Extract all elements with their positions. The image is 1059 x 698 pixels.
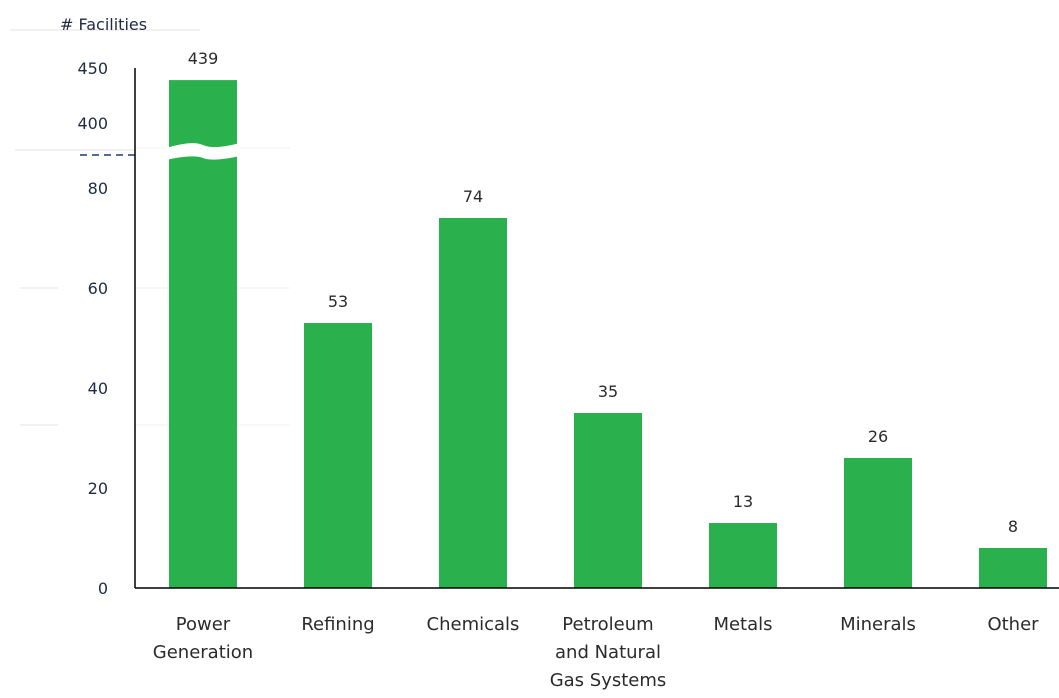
y-tick-label: 60 <box>88 279 108 298</box>
category-labels: Power Generation Refining Chemicals Petroleu… <box>153 614 1039 691</box>
category-label: Refining <box>301 614 374 635</box>
category-label: Power Generation <box>153 614 253 663</box>
bar <box>979 548 1047 588</box>
axis-break-marks <box>80 143 240 160</box>
y-tick-label: 40 <box>88 379 108 398</box>
bar-break-gap <box>166 143 240 160</box>
bar <box>709 523 777 588</box>
y-axis-ticks: 0 20 40 60 80 400 450 <box>77 59 108 598</box>
data-label: 35 <box>598 382 618 401</box>
bar <box>304 323 372 588</box>
y-axis-label: # Facilities <box>60 15 147 34</box>
data-label: 13 <box>733 492 753 511</box>
y-tick-label: 20 <box>88 479 108 498</box>
data-label: 74 <box>463 187 483 206</box>
bars <box>169 80 1047 588</box>
faint-guide-lines <box>10 29 290 426</box>
data-label: 8 <box>1008 517 1018 536</box>
y-tick-label: 450 <box>77 59 108 78</box>
y-tick-label: 80 <box>88 179 108 198</box>
y-tick-label: 0 <box>98 579 108 598</box>
y-tick-label: 400 <box>77 114 108 133</box>
bar <box>844 458 912 588</box>
data-label: 53 <box>328 292 348 311</box>
category-label: Minerals <box>840 614 916 635</box>
data-labels: 439 53 74 35 13 26 8 <box>188 49 1018 536</box>
bar <box>574 413 642 588</box>
category-label: Petroleum and Natural Gas Systems <box>550 614 667 691</box>
data-label: 26 <box>868 427 888 446</box>
bar <box>439 218 507 588</box>
category-label: Other <box>987 614 1039 635</box>
category-label: Chemicals <box>427 614 520 635</box>
category-label: Metals <box>713 614 772 635</box>
data-label: 439 <box>188 49 219 68</box>
bar <box>169 80 237 588</box>
